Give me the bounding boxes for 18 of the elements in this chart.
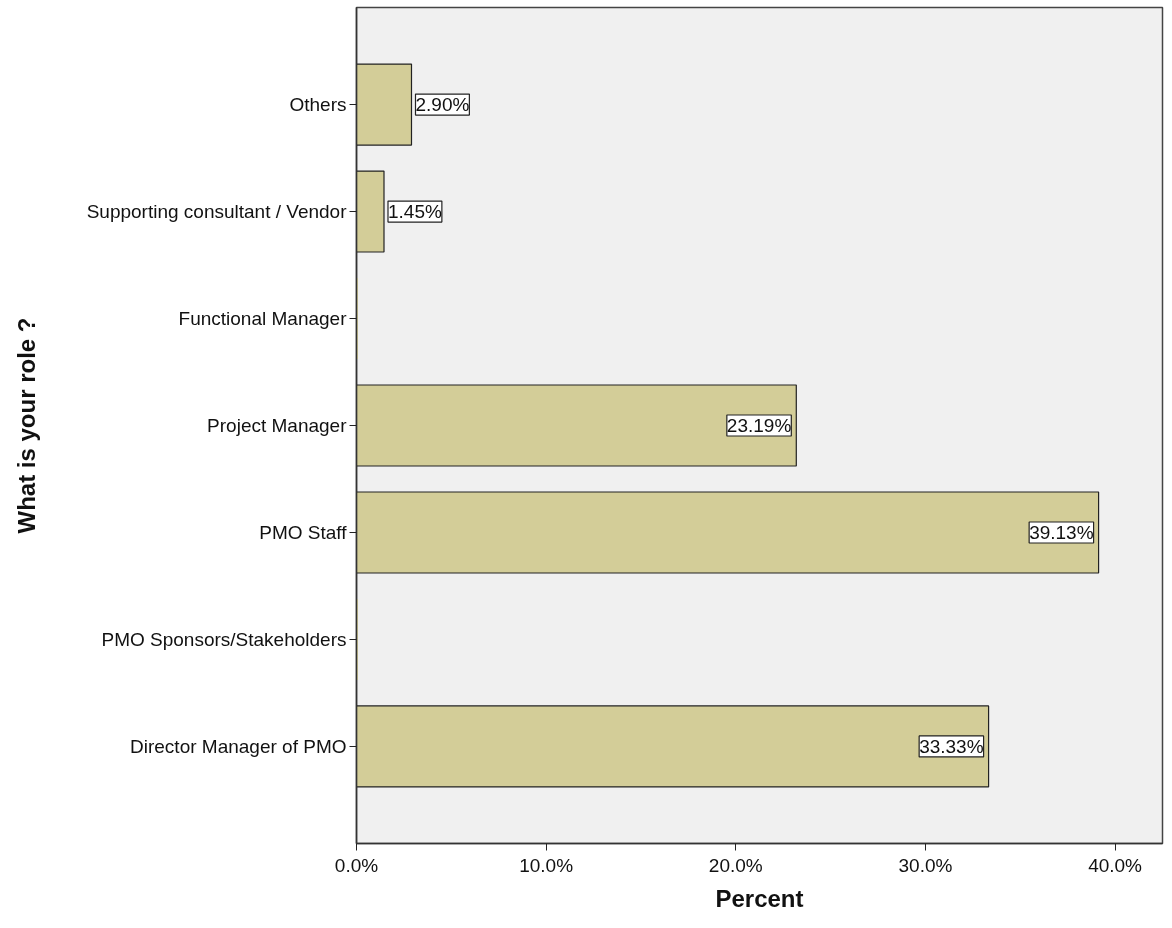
x-tick-label: 20.0%: [708, 854, 763, 876]
x-tick-label: 40.0%: [1088, 854, 1143, 876]
y-tick-label: Others: [289, 94, 347, 116]
y-tick-label: Director Manager of PMO: [130, 735, 347, 757]
x-axis-title: Percent: [715, 884, 804, 912]
data-label: 2.90%: [415, 94, 470, 116]
y-tick-label: Project Manager: [207, 415, 348, 436]
x-tick-label: 30.0%: [898, 854, 953, 876]
y-tick-label: PMO Staff: [259, 521, 348, 543]
y-tick-label: Supporting consultant / Vendor: [86, 201, 348, 223]
data-label: 23.19%: [726, 415, 792, 436]
data-label: 33.33%: [919, 735, 984, 757]
data-label: 39.13%: [1029, 521, 1094, 543]
x-tick-label: 10.0%: [519, 854, 574, 876]
y-axis-title: What is your role ?: [12, 317, 40, 534]
y-tick-label: PMO Sponsors/Stakeholders: [101, 628, 347, 650]
y-tick-label: Functional Manager: [178, 308, 348, 330]
x-tick-label: 0.0%: [334, 854, 379, 876]
